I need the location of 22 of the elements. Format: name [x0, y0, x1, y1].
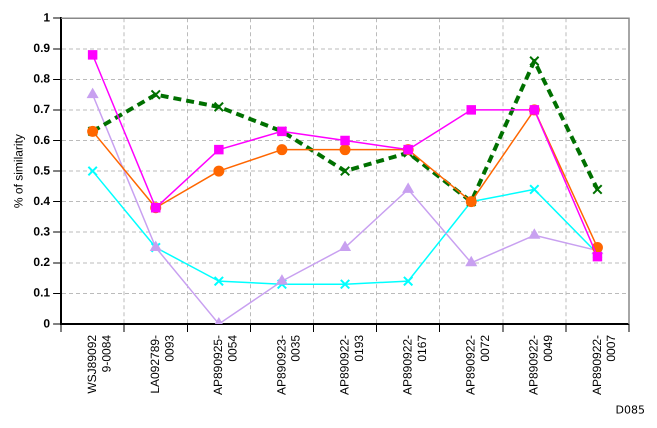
x-tick-label: AP890925- 0054 — [211, 334, 240, 395]
y-tick-label: 0.8 — [33, 72, 50, 86]
text: D085 — [616, 403, 645, 416]
y-tick-label: 0.9 — [33, 41, 50, 56]
y-tick-label: 0 — [43, 316, 50, 330]
x-tick-label: AP890922- 0167 — [400, 334, 429, 395]
y-tick-label: 0.2 — [33, 255, 50, 270]
y-tick-label: 0.7 — [33, 102, 50, 116]
x-tick-label: AP890922- 0072 — [464, 334, 492, 395]
y-tick-label: 0.3 — [33, 224, 50, 239]
x-tick-label: AP890923- 0035 — [274, 334, 303, 395]
y-tick-label: 1 — [43, 10, 50, 25]
x-tick-label: AP890922- 0049 — [526, 334, 556, 395]
y-tick-label: 0.6 — [33, 132, 50, 147]
y-axis-title: % of similarity — [12, 134, 26, 208]
y-tick-label: 0.1 — [33, 286, 50, 300]
x-tick-label: LA092789- 0093 — [148, 334, 176, 394]
x-tick-label: AP890922- 0193 — [337, 334, 366, 395]
y-tick-label: 0.4 — [33, 194, 50, 208]
y-tick-label: 0.5 — [33, 163, 50, 178]
x-tick-label: AP890922- 0007 — [590, 334, 618, 395]
x-tick-label: WSJ89092 9-0084 — [84, 334, 114, 394]
